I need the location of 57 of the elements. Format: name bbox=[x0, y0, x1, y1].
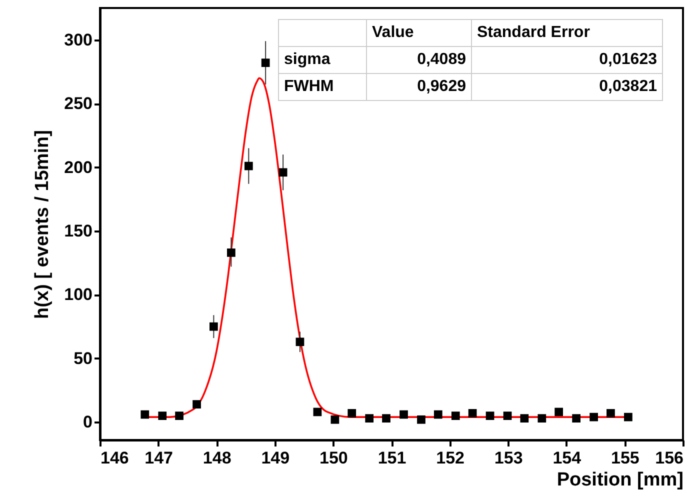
point bbox=[278, 168, 288, 177]
point bbox=[382, 414, 390, 423]
point bbox=[554, 408, 564, 416]
point bbox=[365, 414, 374, 423]
y-tick-label: 150 bbox=[64, 222, 92, 241]
point bbox=[313, 408, 322, 416]
point bbox=[520, 414, 529, 423]
y-tick-label: 250 bbox=[64, 94, 92, 114]
x-tick-label: 154 bbox=[552, 448, 582, 468]
point bbox=[572, 414, 580, 423]
point bbox=[417, 415, 426, 424]
annotation: 0,9629 bbox=[366, 74, 472, 100]
point bbox=[158, 412, 167, 420]
point bbox=[590, 412, 598, 422]
point bbox=[175, 412, 184, 420]
point bbox=[400, 410, 408, 419]
y-tick-label: 50 bbox=[74, 348, 92, 368]
x-tick-label: 151 bbox=[378, 448, 406, 468]
y-tick-label: 100 bbox=[64, 285, 92, 304]
point bbox=[486, 412, 494, 420]
y-axis-title: h(x) [ events / 15min] bbox=[32, 130, 54, 319]
x-tick-label: 156 bbox=[655, 448, 684, 468]
point bbox=[606, 409, 615, 418]
annotation: FWHM bbox=[278, 74, 366, 100]
point bbox=[538, 414, 546, 423]
x-tick-label: 146 bbox=[100, 448, 129, 468]
point bbox=[192, 400, 201, 409]
x-tick-label: 149 bbox=[261, 448, 290, 468]
annotation: 0,4089 bbox=[366, 46, 472, 74]
point bbox=[624, 412, 632, 422]
y-tick-label: 300 bbox=[64, 30, 92, 50]
annotation: 0,01623 bbox=[472, 46, 662, 74]
x-tick-label: 147 bbox=[144, 448, 173, 468]
point bbox=[451, 412, 460, 420]
point bbox=[244, 162, 253, 170]
x-tick-label: 150 bbox=[320, 448, 348, 468]
x-tick-label: 148 bbox=[202, 448, 232, 468]
point bbox=[296, 338, 304, 346]
point bbox=[210, 322, 218, 331]
point bbox=[348, 409, 356, 418]
x-tick-label: 155 bbox=[611, 448, 640, 468]
point bbox=[434, 410, 442, 419]
x-tick-label: 153 bbox=[494, 448, 523, 468]
point bbox=[140, 410, 150, 419]
annotation: sigma bbox=[278, 46, 366, 74]
point bbox=[330, 415, 340, 424]
y-tick-label: 0 bbox=[83, 412, 92, 432]
y-tick-label: 200 bbox=[64, 158, 92, 177]
point bbox=[468, 409, 477, 418]
annotation: 0,03821 bbox=[472, 74, 662, 100]
x-tick-label: 152 bbox=[436, 448, 464, 468]
annotation: Standard Error bbox=[472, 20, 662, 46]
point bbox=[503, 412, 512, 420]
x-axis-title: Position [mm] bbox=[556, 470, 684, 490]
point bbox=[261, 58, 270, 67]
annotation: Value bbox=[366, 20, 472, 46]
point bbox=[226, 248, 236, 257]
